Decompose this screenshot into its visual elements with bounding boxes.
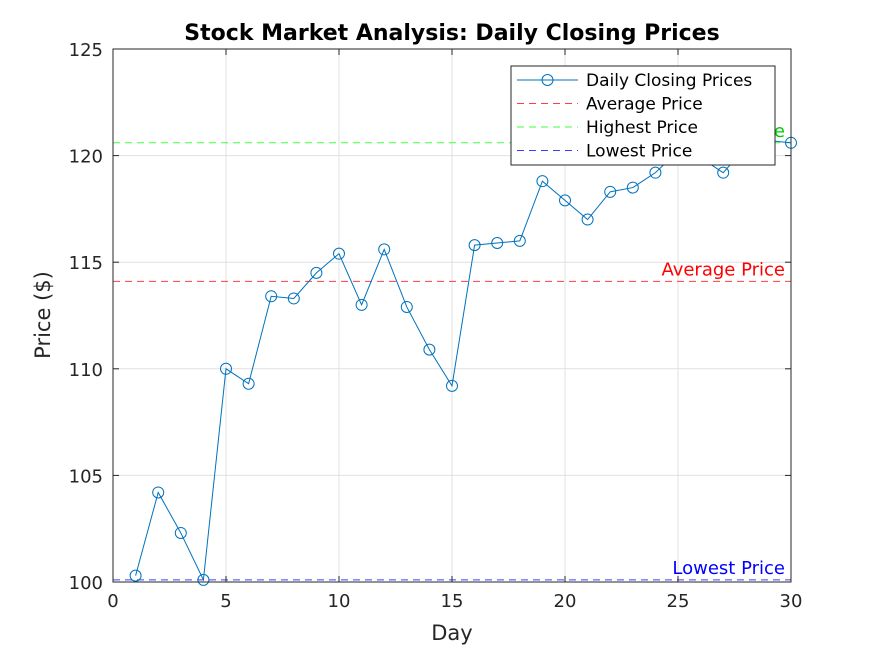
legend-label: Lowest Price	[586, 142, 692, 162]
x-tick-label: 20	[554, 591, 577, 612]
data-point	[513, 234, 526, 247]
data-point	[310, 266, 323, 279]
data-point	[446, 379, 458, 392]
data-point	[649, 166, 662, 179]
legend-label: Average Price	[586, 95, 703, 115]
data-point	[423, 343, 436, 356]
data-point	[491, 237, 504, 250]
data-point	[129, 569, 142, 582]
data-point	[717, 166, 730, 179]
x-axis-label: Day	[431, 621, 472, 645]
reference-label-average-price: Average Price	[661, 259, 785, 280]
x-tick-label: 5	[220, 591, 231, 612]
data-point	[152, 486, 165, 499]
legend-label: Highest Price	[586, 118, 698, 138]
y-tick-label: 125	[69, 40, 103, 61]
data-point	[355, 298, 368, 311]
reference-label-lowest-price: Lowest Price	[672, 558, 785, 579]
x-tick-label: 10	[328, 591, 351, 612]
y-tick-label: 115	[69, 253, 103, 274]
data-point	[536, 175, 549, 188]
data-point	[265, 290, 278, 303]
legend-label: Daily Closing Prices	[586, 71, 752, 91]
data-point	[197, 573, 210, 586]
y-tick-label: 105	[69, 466, 103, 487]
legend-box	[510, 65, 776, 166]
data-point	[242, 377, 255, 390]
data-point	[174, 526, 187, 539]
y-tick-label: 100	[69, 573, 103, 594]
y-tick-label: 110	[69, 360, 103, 381]
legend: Daily Closing Prices Average Price Highest…	[510, 65, 776, 166]
chart-title: Stock Market Analysis: Daily Closing Pri…	[184, 21, 719, 46]
data-point	[626, 181, 639, 194]
legend-marker	[541, 74, 554, 86]
data-point	[220, 362, 232, 375]
data-point	[287, 292, 300, 305]
data-point	[559, 194, 571, 207]
y-tick-label: 120	[69, 147, 103, 168]
data-point	[604, 185, 617, 198]
x-tick-label: 15	[441, 591, 464, 612]
x-tick-label: 0	[107, 591, 118, 612]
data-point	[581, 213, 594, 226]
data-point	[378, 243, 391, 256]
data-point	[468, 239, 481, 252]
ticks: 0 5 10 15 20 25 30 100 105 110 115 120 125	[69, 40, 803, 612]
y-axis-label: Price ($)	[31, 271, 55, 359]
data-point	[400, 300, 413, 313]
data-point	[333, 247, 345, 260]
x-tick-label: 30	[780, 591, 803, 612]
x-tick-label: 25	[667, 591, 690, 612]
